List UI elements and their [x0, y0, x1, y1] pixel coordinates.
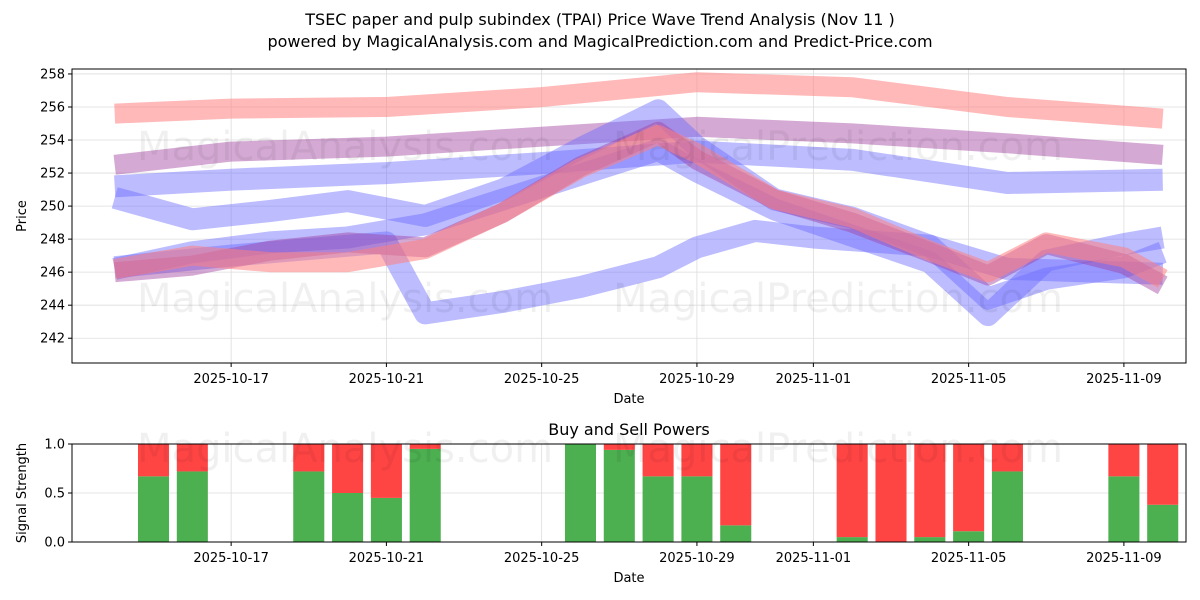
price-x-tick-label: 2025-10-21 [349, 372, 425, 387]
buy-bar-2025-11-10 [1147, 504, 1179, 542]
sell-bar-2025-10-20 [332, 444, 364, 493]
sell-bar-2025-10-21 [370, 444, 402, 498]
buy-bar-2025-10-26 [564, 444, 597, 542]
sell-bar-2025-11-09 [1108, 444, 1140, 477]
buy-bar-2025-10-21 [370, 497, 402, 542]
buy-bar-2025-10-19 [293, 471, 325, 542]
watermark-right: MagicalPrediction.com [613, 124, 1063, 170]
price-x-tick-label: 2025-11-09 [1086, 372, 1162, 387]
buy-bar-2025-10-29 [681, 476, 713, 542]
buy-bar-2025-10-22 [409, 448, 441, 542]
sell-bar-2025-11-10 [1147, 444, 1179, 505]
bar-y-tick-label: 1.0 [44, 438, 65, 453]
buy-bar-2025-10-15 [137, 476, 170, 542]
sell-bar-2025-10-19 [293, 444, 325, 472]
sell-bar-2025-10-30 [720, 444, 752, 526]
sell-bar-2025-10-22 [409, 444, 441, 449]
price-plot-frame [71, 68, 1187, 364]
watermark-left-2: MagicalAnalysis.com [137, 276, 553, 322]
red-upper-band [114, 72, 1164, 129]
buy-bar-2025-10-20 [332, 493, 364, 542]
price-y-tick-label: 256 [40, 100, 65, 115]
sell-bar-2025-10-28 [642, 444, 674, 477]
sell-bar-2025-10-27 [603, 444, 635, 450]
price-y-tick-label: 246 [40, 266, 65, 281]
price-x-tick-label: 2025-10-17 [193, 372, 269, 387]
price-bands [111, 72, 1168, 327]
power-y-label: Signal Strength [15, 443, 30, 543]
price-y-tick-label: 248 [40, 233, 65, 248]
price-y-tick-label: 244 [40, 299, 65, 314]
price-y-tick-label: 258 [40, 67, 65, 82]
red-wave [113, 125, 1168, 288]
buy-bar-2025-10-30 [720, 525, 752, 542]
power-bars [137, 444, 1179, 542]
chart-title-line2: powered by MagicalAnalysis.com and Magic… [267, 32, 933, 51]
watermark-left: MagicalAnalysis.com [137, 124, 553, 170]
buy-bar-2025-11-05 [953, 531, 985, 542]
price-y-label: Price [15, 200, 30, 232]
blue-wave-2 [112, 138, 1165, 327]
bar-x-tick-label: 2025-11-05 [931, 551, 1007, 566]
price-axes: 2025-10-17 2025-10-21 2025-10-25 2025-10-29… [40, 67, 1162, 387]
buy-bar-2025-10-16 [176, 471, 208, 542]
sell-bar-2025-10-16 [176, 444, 208, 472]
sell-bar-2025-11-03 [875, 444, 907, 542]
price-y-tick-label: 254 [40, 134, 65, 149]
purple-mid-band [113, 116, 1164, 175]
price-y-tick-label: 252 [40, 167, 65, 182]
buy-bar-2025-11-06 [991, 471, 1023, 542]
power-x-label: Date [613, 571, 644, 586]
blue-wave-1 [111, 99, 1167, 310]
bar-y-tick-label: 0.5 [44, 487, 65, 502]
price-y-tick-label: 250 [40, 200, 65, 215]
price-x-tick-label: 2025-11-01 [776, 372, 852, 387]
buy-bar-2025-11-09 [1108, 476, 1140, 542]
bar-x-tick-label: 2025-10-29 [659, 551, 735, 566]
price-x-label: Date [613, 392, 644, 407]
sell-bar-2025-11-06 [991, 444, 1023, 472]
chart-title-line1: TSEC paper and pulp subindex (TPAI) Pric… [305, 10, 895, 29]
sell-bar-2025-11-05 [953, 444, 985, 532]
watermark-right-2: MagicalPrediction.com [613, 276, 1063, 322]
price-x-tick-label: 2025-10-25 [504, 372, 580, 387]
power-axes: 2025-10-17 2025-10-21 2025-10-25 2025-10-29… [44, 438, 1161, 567]
bar-y-tick-label: 0.0 [44, 536, 65, 551]
sell-bar-2025-10-29 [681, 444, 713, 477]
watermark-bottom-left: MagicalAnalysis.com [137, 426, 553, 472]
sell-bar-2025-10-15 [137, 444, 170, 477]
buy-bar-2025-11-02 [836, 537, 868, 542]
price-y-tick-label: 242 [40, 332, 65, 347]
sell-bar-2025-11-04 [914, 444, 946, 538]
buy-bar-2025-11-04 [914, 537, 946, 542]
bar-x-tick-label: 2025-11-01 [776, 551, 852, 566]
sell-bar-2025-11-02 [836, 444, 868, 538]
power-chart-title: Buy and Sell Powers [548, 420, 710, 439]
price-x-tick-label: 2025-10-29 [659, 372, 735, 387]
price-x-tick-label: 2025-11-05 [931, 372, 1007, 387]
buy-bar-2025-10-28 [642, 476, 674, 542]
bar-x-tick-label: 2025-10-21 [349, 551, 425, 566]
watermark-bottom-right: MagicalPrediction.com [613, 426, 1063, 472]
bar-x-tick-label: 2025-10-17 [193, 551, 269, 566]
bar-x-tick-label: 2025-10-25 [504, 551, 580, 566]
buy-bar-2025-10-27 [603, 449, 635, 542]
bar-x-tick-label: 2025-11-09 [1086, 551, 1162, 566]
